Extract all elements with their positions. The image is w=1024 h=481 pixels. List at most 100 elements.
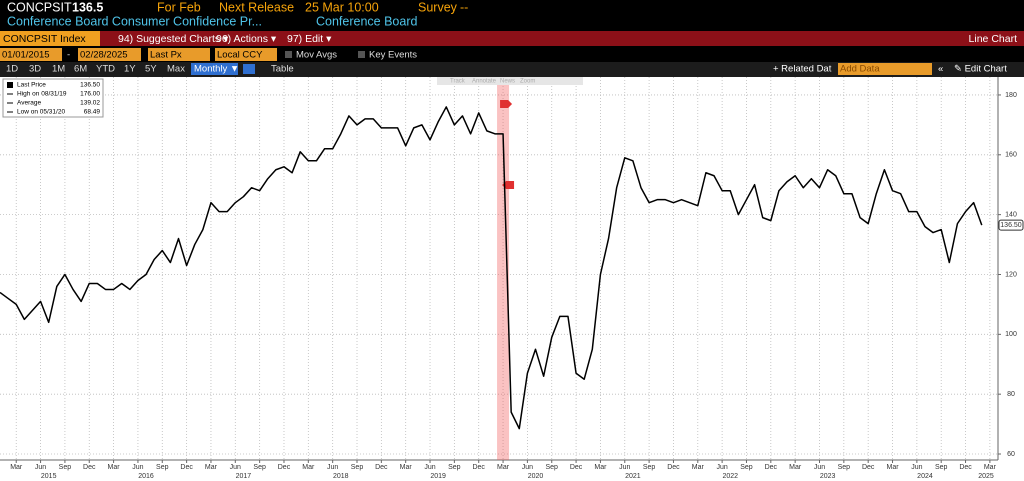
legend-box (2, 78, 104, 118)
last-value-label: 136.50 (1000, 222, 1022, 229)
chart: 60 80 100 120 140 160 180 Mar Jun Sep Dec Mar Jun Sep… (0, 77, 1024, 480)
range-button[interactable]: 1M (52, 64, 65, 75)
x-tick-label: Dec (180, 464, 193, 471)
x-tick-label: Mar (108, 464, 121, 471)
y-tick-label: 180 (1005, 92, 1017, 99)
x-tick-label: Mar (205, 464, 218, 471)
security-box[interactable] (0, 31, 100, 46)
survey: -- (460, 0, 468, 14)
key-events[interactable]: Key Events (369, 50, 417, 61)
chart-tools-bg (437, 77, 583, 85)
source: Conference Board (316, 14, 418, 28)
edit-chart[interactable]: ✎ Edit Chart (954, 64, 1007, 75)
event-band (497, 77, 510, 460)
chart-tool[interactable]: Track (450, 79, 466, 85)
chart-type[interactable]: Line Chart (969, 33, 1018, 45)
chart-tool[interactable]: News (500, 79, 515, 85)
range-button[interactable]: 1Y (124, 64, 136, 75)
end-input[interactable] (78, 48, 141, 61)
x-tick-label: Mar (400, 464, 413, 471)
security[interactable]: CONCPSIT Index (3, 33, 86, 45)
mov-avgs[interactable]: Mov Avgs (296, 50, 337, 61)
start-input[interactable] (0, 48, 62, 61)
checkbox[interactable] (285, 51, 292, 58)
range-button[interactable]: YTD (96, 64, 115, 75)
header-bg (0, 0, 1024, 31)
legend-label: Last Price (17, 82, 46, 89)
x-year-label: 2016 (138, 473, 154, 480)
currency[interactable]: Local CCY (217, 50, 263, 61)
range-button[interactable]: 1D (6, 64, 18, 75)
x-tick-label: Mar (886, 464, 899, 471)
checkbox[interactable] (358, 51, 365, 58)
menu[interactable]: 97) Edit ▾ (287, 33, 332, 45)
menu[interactable]: 94) Suggested Charts ▾ (118, 33, 229, 45)
x-tick-label: Jun (327, 464, 338, 471)
chart-tool[interactable]: Annotate (472, 79, 497, 85)
x-year-label: 2017 (236, 473, 252, 480)
start-date[interactable]: 01/01/2015 (2, 50, 50, 61)
x-year-label: 2024 (917, 473, 933, 480)
x-tick-label: Sep (740, 464, 753, 471)
end-date[interactable]: 02/28/2025 (80, 50, 128, 61)
x-tick-label: Mar (10, 464, 23, 471)
x-tick-label: Dec (862, 464, 875, 471)
price: 136.5 (72, 0, 103, 14)
x-tick-label: Dec (765, 464, 778, 471)
add-data[interactable]: Add Data (840, 64, 880, 75)
x-tick-label: Sep (59, 464, 72, 471)
legend-value: 68.49 (84, 109, 101, 116)
x-year-label: 2022 (722, 473, 738, 480)
x-tick-label: Sep (546, 464, 559, 471)
chart-tool[interactable]: Zoom (520, 79, 535, 85)
legend-value: 136.50 (80, 82, 100, 89)
legend-label: High on 08/31/19 (17, 91, 67, 98)
frequency-box[interactable] (191, 63, 238, 75)
range-button[interactable]: Max (167, 64, 185, 75)
x-tick-label: Sep (156, 464, 169, 471)
legend-label: Low on 05/31/20 (17, 109, 65, 116)
x-year-label: 2020 (528, 473, 544, 480)
period: For Feb (157, 0, 201, 14)
survey-label: Survey (418, 0, 458, 14)
currency-input[interactable] (215, 48, 277, 61)
x-tick-label: Sep (448, 464, 461, 471)
field[interactable]: Last Px (150, 50, 182, 61)
x-year-label: 2018 (333, 473, 349, 480)
x-tick-label: Mar (594, 464, 607, 471)
x-tick-label: Dec (83, 464, 96, 471)
legend-value: 139.02 (80, 100, 100, 107)
ticker: CONCPSIT (7, 0, 72, 14)
legend-label: Average (17, 100, 41, 107)
y-tick-label: 140 (1005, 211, 1017, 218)
separator: - (67, 50, 70, 61)
y-tick-label: 80 (1007, 391, 1015, 398)
range-button[interactable]: 5Y (145, 64, 157, 75)
x-tick-label: Sep (838, 464, 851, 471)
field-input[interactable] (148, 48, 210, 61)
event-marker[interactable] (500, 100, 513, 108)
chart-bg (0, 77, 1024, 481)
y-tick-label: 100 (1005, 331, 1017, 338)
collapse[interactable]: « (938, 64, 943, 75)
range-button[interactable]: 6M (74, 64, 87, 75)
table[interactable]: Table (271, 64, 294, 75)
security-name: Conference Board Consumer Confidence Pr.… (7, 14, 262, 28)
x-tick-label: Jun (814, 464, 825, 471)
x-tick-label: Dec (278, 464, 291, 471)
frequency[interactable]: Monthly ▼ (194, 64, 239, 75)
x-tick-label: Dec (375, 464, 388, 471)
x-tick-label: Dec (667, 464, 680, 471)
add-data-input[interactable] (838, 63, 932, 75)
x-year-label: 2019 (430, 473, 446, 480)
menu[interactable]: 96) Actions ▾ (216, 33, 277, 45)
price-line (0, 106, 983, 430)
chart-icon[interactable] (243, 64, 255, 74)
x-tick-label: Mar (692, 464, 705, 471)
y-tick-label: 120 (1005, 271, 1017, 278)
related-data[interactable]: + Related Dat (773, 64, 832, 75)
x-tick-label: Jun (911, 464, 922, 471)
x-tick-label: Jun (424, 464, 435, 471)
range-button[interactable]: 3D (29, 64, 41, 75)
